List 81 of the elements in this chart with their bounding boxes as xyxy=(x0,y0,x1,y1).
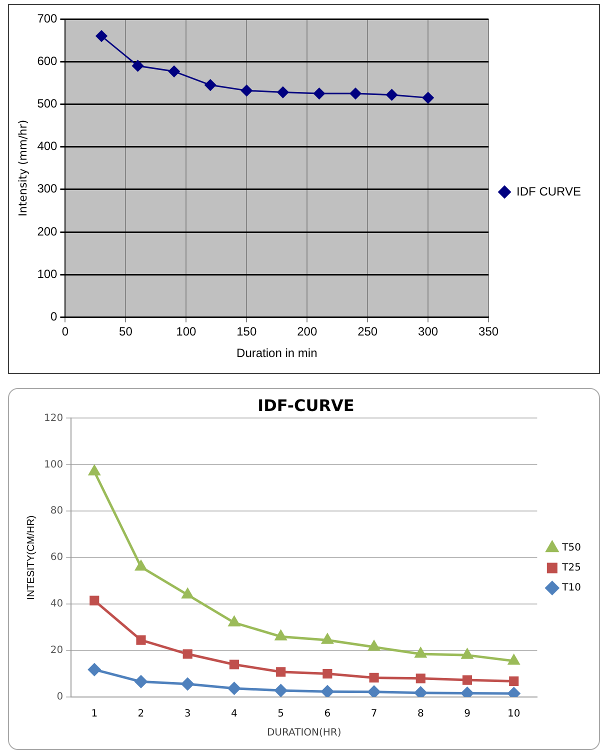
point xyxy=(229,660,239,670)
y-tick-label: 400 xyxy=(37,139,58,154)
point xyxy=(275,630,286,640)
y-tick-label: 60 xyxy=(50,552,64,564)
x-tick-label: 6 xyxy=(324,708,331,720)
y-tick-label: 500 xyxy=(37,96,58,111)
point xyxy=(240,84,252,96)
point xyxy=(321,685,334,697)
point xyxy=(135,560,147,571)
y-tick-label: 100 xyxy=(44,459,64,470)
x-tick-label: 50 xyxy=(119,324,133,339)
legend-label: IDF CURVE xyxy=(516,184,581,198)
point xyxy=(277,86,289,98)
point xyxy=(228,616,240,626)
point xyxy=(204,79,216,91)
point xyxy=(96,30,108,42)
point xyxy=(90,596,100,606)
point xyxy=(422,92,434,104)
x-tick-label: 150 xyxy=(236,324,257,339)
point xyxy=(509,676,519,686)
x-tick-label: 5 xyxy=(278,708,284,720)
x-tick-label: 10 xyxy=(507,708,520,720)
y-tick-label: 0 xyxy=(56,692,64,703)
x-tick-label: 1 xyxy=(91,708,98,720)
point xyxy=(350,88,362,100)
point xyxy=(88,663,101,676)
y-tick-label: 0 xyxy=(50,310,58,324)
y-tick-label: 300 xyxy=(37,182,58,196)
point xyxy=(416,674,426,684)
point xyxy=(88,465,100,476)
legend-label: T50 xyxy=(561,542,582,554)
y-tick-label: 200 xyxy=(37,224,58,238)
legend-label: T10 xyxy=(561,582,582,594)
y-tick-label: 40 xyxy=(50,598,64,610)
y-axis-title: INTESITY(CM/HR) xyxy=(26,515,37,600)
y-tick-label: 600 xyxy=(37,54,58,68)
x-tick-label: 350 xyxy=(478,324,499,339)
point xyxy=(168,66,180,78)
y-tick-label: 20 xyxy=(50,645,64,656)
point xyxy=(415,648,426,658)
y-tick-label: 120 xyxy=(44,412,64,424)
point xyxy=(462,675,472,685)
point xyxy=(414,686,427,697)
point xyxy=(132,60,144,72)
y-tick-label: 80 xyxy=(50,506,64,517)
x-axis-title: DURATION(HR) xyxy=(266,728,342,739)
x-tick-label: 250 xyxy=(358,324,378,339)
x-tick-label: 3 xyxy=(184,708,191,720)
point xyxy=(508,687,520,697)
x-tick-label: 100 xyxy=(176,324,197,339)
y-axis-title: Intensity (mm/hr) xyxy=(16,120,30,216)
point xyxy=(228,682,240,695)
x-tick-label: 200 xyxy=(297,324,318,339)
x-tick-label: 300 xyxy=(418,324,438,339)
point xyxy=(369,672,379,682)
point xyxy=(182,588,194,599)
chart-title: IDF-CURVE xyxy=(258,396,354,415)
x-tick-label: 9 xyxy=(464,708,470,720)
point xyxy=(462,648,473,659)
x-tick-label: 4 xyxy=(231,708,238,720)
point xyxy=(368,686,380,697)
x-tick-label: 2 xyxy=(138,708,144,720)
point xyxy=(322,634,334,644)
y-tick-label: 100 xyxy=(37,266,58,281)
point xyxy=(182,649,192,659)
point xyxy=(274,684,288,697)
point xyxy=(386,89,398,101)
point xyxy=(313,88,325,100)
point xyxy=(136,635,146,645)
point xyxy=(508,654,520,665)
point xyxy=(461,687,474,697)
point xyxy=(134,675,148,688)
legend-label: T25 xyxy=(561,562,582,574)
x-tick-label: 7 xyxy=(370,708,378,720)
point xyxy=(368,640,380,651)
x-tick-label: 8 xyxy=(417,708,424,720)
x-axis-title: Duration in min xyxy=(236,346,318,360)
y-tick-label: 700 xyxy=(37,11,58,26)
point xyxy=(181,678,194,690)
point xyxy=(322,668,332,679)
point xyxy=(276,667,286,677)
